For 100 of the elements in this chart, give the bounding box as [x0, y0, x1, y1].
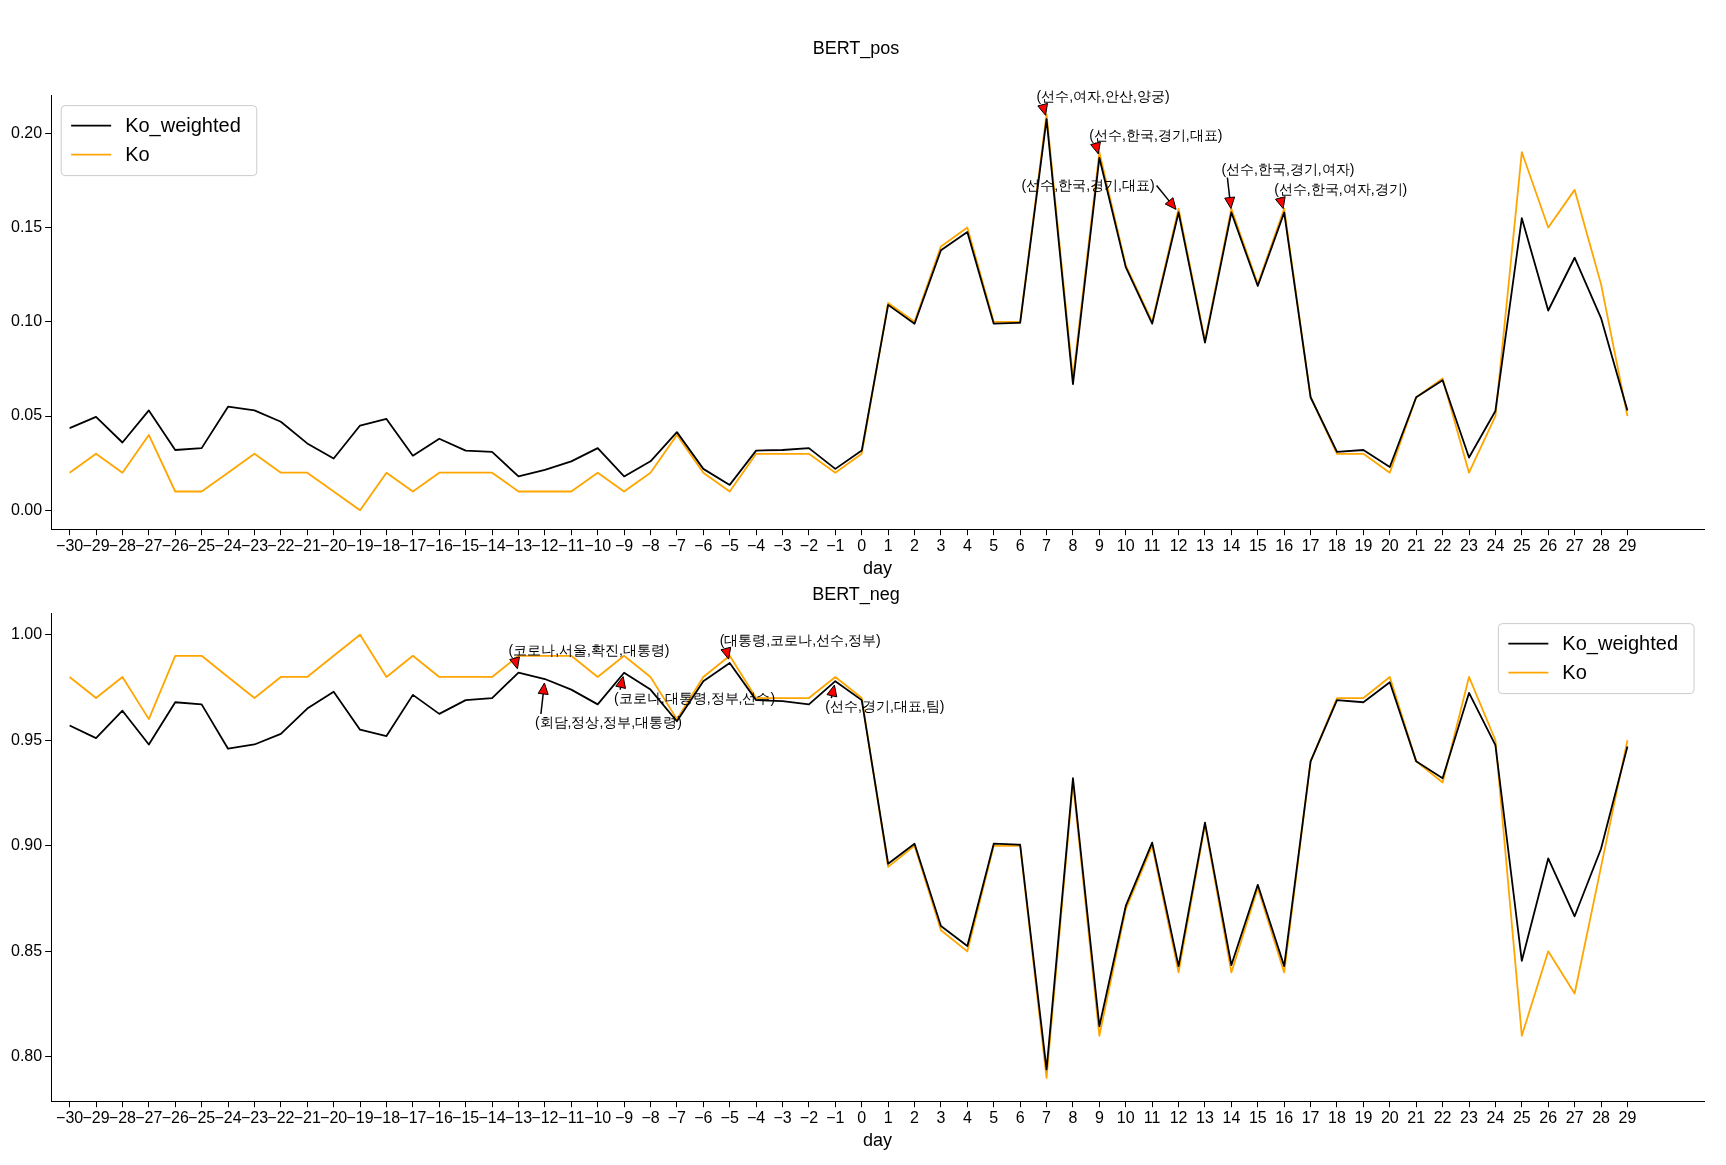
x-tick-label: −5	[720, 537, 739, 555]
x-tick-label: 26	[1539, 537, 1558, 555]
annotation: (대통령,코로나,선수,정부)	[719, 631, 881, 648]
x-tick-label: 2	[910, 537, 920, 555]
x-tick-label: 15	[1248, 537, 1267, 555]
y-tick-label: 0.05	[11, 406, 43, 424]
x-tick-label: −6	[694, 1109, 713, 1127]
y-tick-label: 0.20	[11, 123, 43, 141]
x-tick-label: −3	[773, 537, 792, 555]
x-tick-label: 23	[1460, 1109, 1479, 1127]
x-tick-label: −8	[641, 537, 660, 555]
chart-title: BERT_pos	[812, 37, 900, 59]
x-tick-label: 23	[1460, 537, 1479, 555]
x-tick-label: −30	[56, 537, 84, 555]
x-tick-label: 27	[1565, 537, 1584, 555]
x-tick-label: −18	[372, 537, 401, 555]
x-tick-label: 28	[1592, 537, 1611, 555]
x-tick-label: 10	[1116, 1109, 1135, 1127]
x-tick-label: −10	[584, 537, 612, 555]
legend-label: Ko	[125, 143, 150, 166]
x-tick-label: 3	[936, 1109, 946, 1127]
x-tick-label: 5	[989, 537, 999, 555]
x-tick-label: 25	[1512, 537, 1531, 555]
x-tick-label: −24	[214, 537, 242, 555]
x-tick-label: 17	[1301, 1109, 1320, 1127]
x-tick-label: 14	[1222, 1109, 1241, 1127]
x-tick-label: 3	[936, 537, 946, 555]
x-tick-label: 12	[1169, 537, 1188, 555]
x-tick-label: 4	[962, 1109, 972, 1127]
x-tick-label: 6	[1015, 1109, 1025, 1127]
x-tick-label: 20	[1380, 1109, 1399, 1127]
y-tick-label: 0.00	[11, 500, 43, 518]
x-tick-label: −14	[478, 1109, 506, 1127]
x-tick-label: −29	[82, 537, 110, 555]
x-tick-label: 0	[857, 537, 867, 555]
x-tick-label: −26	[161, 537, 189, 555]
x-tick-label: 27	[1565, 1109, 1584, 1127]
x-tick-label: 16	[1275, 1109, 1294, 1127]
x-tick-label: −6	[694, 537, 713, 555]
x-tick-label: 1	[883, 1109, 893, 1127]
x-tick-label: 10	[1116, 537, 1135, 555]
x-tick-label: 17	[1301, 537, 1320, 555]
x-tick-label: 26	[1539, 1109, 1558, 1127]
x-tick-label: −7	[667, 1109, 687, 1127]
x-tick-label: 1	[883, 537, 893, 555]
x-tick-label: 4	[962, 537, 972, 555]
x-tick-label: 19	[1354, 1109, 1373, 1127]
x-tick-label: 24	[1486, 537, 1505, 555]
annotation: (코로나,서울,확진,대통령)	[508, 641, 670, 658]
x-tick-label: −9	[614, 537, 634, 555]
x-tick-label: −14	[478, 537, 506, 555]
x-tick-label: 2	[910, 1109, 920, 1127]
x-tick-label: −12	[531, 1109, 559, 1127]
x-tick-label: −25	[188, 1109, 216, 1127]
x-tick-label: 18	[1328, 537, 1346, 555]
x-tick-label: −13	[504, 537, 533, 555]
x-tick-label: −9	[614, 1109, 634, 1127]
x-tick-label: −16	[425, 537, 453, 555]
x-tick-label: 0	[857, 1109, 867, 1127]
x-tick-label: −18	[372, 1109, 401, 1127]
x-tick-label: −17	[399, 1109, 427, 1127]
x-tick-label: 13	[1196, 537, 1214, 555]
x-tick-label: −7	[667, 537, 687, 555]
x-tick-label: 22	[1433, 537, 1452, 555]
x-tick-label: −28	[108, 537, 137, 555]
x-tick-label: 19	[1354, 537, 1373, 555]
x-tick-label: −2	[799, 1109, 819, 1127]
annotation: (선수,한국,경기,여자)	[1221, 161, 1355, 178]
x-tick-label: −11	[558, 1109, 585, 1127]
x-tick-label: 11	[1143, 1109, 1161, 1127]
x-tick-label: 29	[1618, 1109, 1637, 1127]
y-tick-label: 1.00	[11, 625, 43, 643]
legend-label: Ko_weighted	[125, 114, 241, 138]
x-tick-label: −22	[267, 1109, 295, 1127]
x-tick-label: 8	[1068, 537, 1078, 555]
x-tick-label: −23	[240, 1109, 269, 1127]
x-tick-label: 12	[1169, 1109, 1188, 1127]
x-tick-label: 13	[1196, 1109, 1214, 1127]
x-tick-label: −27	[135, 1109, 163, 1127]
y-tick-label: 0.15	[11, 217, 43, 235]
x-tick-label: −4	[746, 537, 766, 555]
x-tick-label: −2	[799, 537, 819, 555]
annotation: (선수,한국,경기,대표)	[1089, 126, 1223, 143]
x-tick-label: 11	[1143, 537, 1161, 555]
x-tick-label: −24	[214, 1109, 242, 1127]
x-tick-label: 18	[1328, 1109, 1346, 1127]
x-tick-label: −8	[641, 1109, 660, 1127]
y-tick-label: 0.90	[11, 836, 43, 854]
legend-label: Ko	[1562, 661, 1587, 684]
x-tick-label: −27	[135, 537, 163, 555]
x-tick-label: 7	[1042, 537, 1052, 555]
x-tick-label: 21	[1407, 1109, 1426, 1127]
x-tick-label: 9	[1094, 537, 1104, 555]
x-tick-label: −20	[320, 537, 348, 555]
y-tick-label: 0.80	[11, 1047, 43, 1065]
x-tick-label: 25	[1512, 1109, 1531, 1127]
chart-title: BERT_neg	[812, 583, 900, 605]
x-tick-label: 16	[1275, 537, 1294, 555]
x-tick-label: 9	[1094, 1109, 1104, 1127]
x-tick-label: −25	[188, 537, 216, 555]
